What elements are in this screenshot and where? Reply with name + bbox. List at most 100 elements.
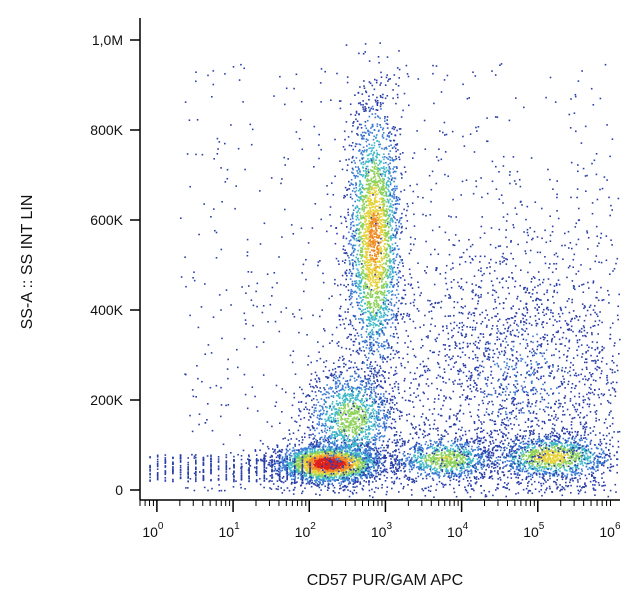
data-point	[359, 308, 362, 310]
data-point	[364, 287, 367, 290]
data-point	[378, 261, 381, 263]
data-point	[397, 196, 400, 199]
data-point	[381, 209, 383, 211]
data-point	[385, 449, 387, 452]
data-point	[342, 235, 345, 237]
data-point	[385, 239, 388, 242]
data-point	[386, 260, 388, 262]
data-point	[396, 230, 398, 233]
data-point	[320, 475, 323, 478]
data-point	[357, 456, 360, 459]
data-point	[365, 165, 368, 168]
data-point	[395, 372, 398, 375]
data-point	[358, 463, 360, 466]
data-point	[362, 163, 365, 166]
data-point	[289, 456, 292, 459]
data-point	[298, 465, 301, 468]
data-point	[350, 235, 353, 238]
data-point	[355, 232, 358, 235]
data-point	[375, 480, 377, 482]
data-point	[383, 271, 386, 273]
data-point	[352, 463, 354, 465]
data-point	[371, 234, 374, 236]
data-point	[345, 278, 347, 281]
data-point	[376, 341, 378, 344]
data-point	[352, 155, 354, 158]
data-point	[361, 443, 364, 445]
data-point	[289, 473, 292, 476]
data-point	[356, 465, 359, 467]
data-point	[350, 243, 352, 246]
data-point	[372, 475, 375, 477]
data-point	[357, 455, 360, 457]
data-point	[386, 290, 389, 293]
data-point	[328, 469, 330, 472]
data-point	[273, 470, 275, 472]
data-point	[363, 238, 366, 240]
data-point	[408, 252, 411, 255]
data-point	[344, 271, 347, 273]
data-point	[378, 279, 380, 281]
data-point	[365, 356, 367, 358]
data-point	[383, 341, 385, 343]
data-point	[300, 447, 303, 450]
data-point	[376, 455, 379, 457]
data-point	[382, 93, 384, 96]
data-point	[372, 237, 375, 240]
data-point	[357, 458, 359, 461]
data-point	[385, 208, 388, 210]
data-point	[298, 462, 300, 465]
data-point	[278, 450, 281, 453]
data-point	[347, 483, 350, 485]
data-point	[345, 237, 348, 240]
data-point	[381, 135, 384, 138]
data-point	[364, 475, 367, 478]
data-point	[359, 282, 362, 285]
data-point	[395, 197, 398, 200]
data-point	[376, 168, 378, 171]
data-point	[378, 251, 380, 254]
data-point	[378, 281, 381, 284]
data-point	[345, 458, 347, 460]
data-point	[373, 232, 375, 234]
data-point	[269, 475, 272, 477]
data-point	[398, 128, 401, 130]
data-point	[380, 322, 383, 325]
data-point	[361, 251, 364, 253]
data-point	[354, 440, 356, 443]
data-point	[286, 445, 289, 448]
data-point	[373, 305, 376, 307]
data-point	[382, 471, 385, 473]
data-point	[383, 202, 385, 205]
data-point	[374, 191, 377, 194]
data-point	[373, 210, 376, 213]
data-point	[309, 457, 311, 459]
data-point	[365, 138, 368, 140]
data-point	[397, 85, 400, 87]
data-point	[358, 261, 360, 263]
data-point	[336, 462, 338, 465]
data-point	[368, 333, 371, 336]
data-point	[374, 261, 377, 264]
data-point	[348, 333, 351, 336]
data-point	[369, 322, 371, 325]
data-point	[359, 276, 362, 279]
data-point	[391, 243, 394, 246]
data-point	[304, 462, 306, 465]
data-point	[308, 459, 311, 462]
data-point	[322, 466, 325, 469]
data-point	[361, 268, 364, 271]
data-point	[365, 196, 367, 199]
data-point	[293, 488, 295, 491]
data-point	[364, 311, 366, 314]
data-point	[377, 276, 380, 278]
data-point	[350, 475, 353, 478]
data-point	[395, 350, 398, 352]
data-point	[305, 477, 308, 480]
data-point	[314, 473, 316, 475]
data-point	[290, 475, 293, 477]
data-point	[352, 460, 354, 462]
data-point	[397, 470, 400, 472]
data-point	[370, 245, 372, 248]
data-point	[329, 471, 331, 474]
